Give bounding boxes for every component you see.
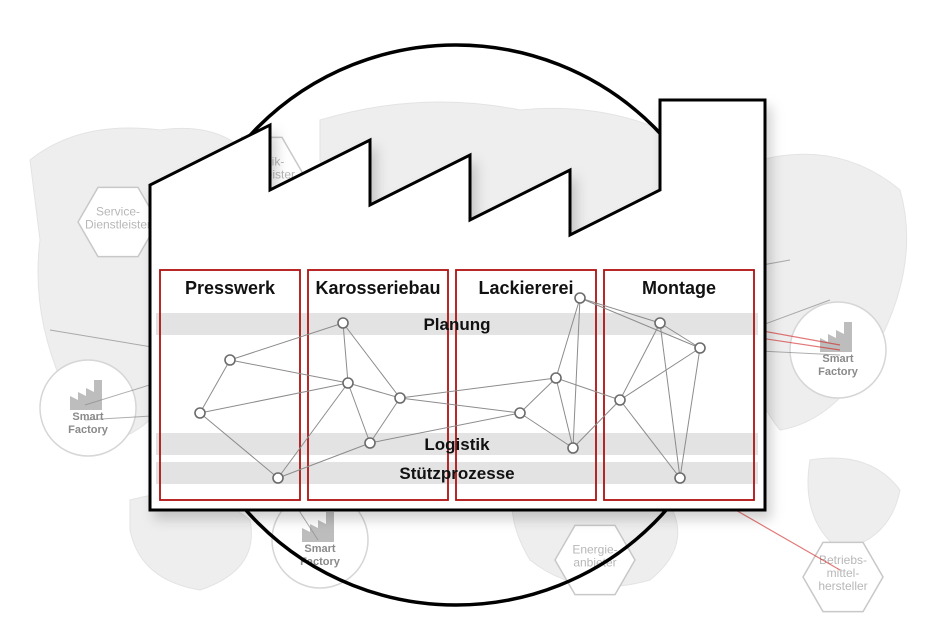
smart-factory-label: Factory: [818, 366, 859, 378]
node-n11: [568, 443, 578, 453]
hex-label: Betriebs-: [819, 553, 867, 567]
hex-label: mittel-: [827, 566, 860, 580]
dept-label-montage: Montage: [642, 278, 716, 298]
diagram-root: Service-DienstleisterLogistik-Dienstleis…: [0, 0, 932, 633]
node-n1: [225, 355, 235, 365]
node-n3: [273, 473, 283, 483]
band-label-stuetzprozesse: Stützprozesse: [399, 464, 514, 483]
sf-left: SmartFactory: [40, 360, 136, 456]
node-n2: [195, 408, 205, 418]
hex-label: Service-: [96, 205, 140, 219]
node-n15: [675, 473, 685, 483]
node-n7: [365, 438, 375, 448]
hex-label: Dienstleister: [85, 218, 151, 232]
smart-factory-label: Smart: [72, 411, 104, 423]
dept-label-lackiererei: Lackiererei: [478, 278, 573, 298]
band-label-planung: Planung: [423, 315, 490, 334]
node-n6: [395, 393, 405, 403]
smart-factory-label: Smart: [304, 543, 336, 555]
smart-factory-label: Factory: [68, 424, 109, 436]
node-n10: [575, 293, 585, 303]
dept-label-karosseriebau: Karosseriebau: [315, 278, 440, 298]
node-n9: [551, 373, 561, 383]
node-n14: [695, 343, 705, 353]
node-n8: [515, 408, 525, 418]
hex-label: hersteller: [818, 579, 867, 593]
node-n13: [655, 318, 665, 328]
node-n5: [343, 378, 353, 388]
dept-label-presswerk: Presswerk: [185, 278, 276, 298]
band-label-logistik: Logistik: [424, 435, 490, 454]
hex-label: Energie-: [572, 543, 617, 557]
node-n12: [615, 395, 625, 405]
node-n4: [338, 318, 348, 328]
